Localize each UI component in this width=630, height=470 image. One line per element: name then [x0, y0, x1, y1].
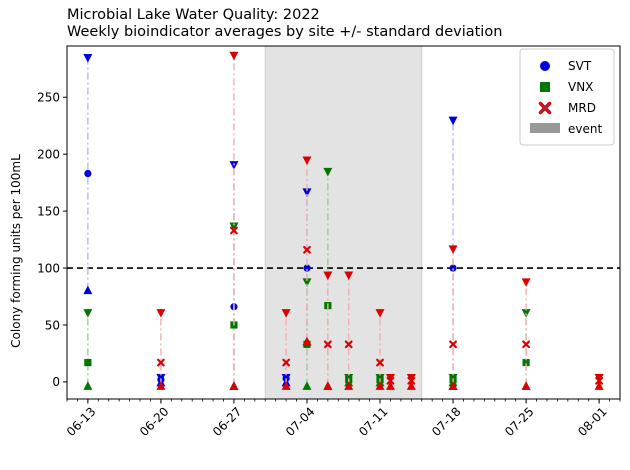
errorcap-low-vnx-2	[302, 381, 312, 390]
legend-label-mrd: MRD	[568, 101, 596, 115]
chart-subtitle: Weekly bioindicator averages by site +/-…	[67, 24, 503, 40]
x-tick-label-6: 07-25	[502, 404, 537, 439]
errorcap-low-mrd-4	[323, 381, 333, 390]
errorcap-low-vnx-0	[83, 381, 93, 390]
errorcap-low-mrd-7	[385, 381, 395, 390]
errorcap-high-mrd-3	[302, 156, 312, 166]
legend-marker-vnx	[540, 82, 550, 92]
plot-frame	[66, 45, 621, 400]
errorcap-high-mrd-7	[385, 374, 395, 383]
y-tick-label-4: 200	[37, 147, 60, 161]
errorcap-high-mrd-6	[375, 309, 385, 318]
errorcap-high-mrd-9	[448, 245, 458, 254]
errorcap-high-mrd-8	[406, 374, 416, 383]
point-mrd-6	[376, 358, 384, 367]
point-svt-5	[449, 264, 457, 272]
errorcap-low-mrd-10	[521, 381, 531, 390]
errorcap-high-mrd-4	[323, 271, 333, 281]
errorcap-high-vnx-3	[323, 167, 333, 177]
errorcap-low-mrd-0	[156, 381, 166, 390]
x-tick-label-3: 07-04	[283, 404, 318, 439]
errorcap-high-vnx-0	[83, 309, 93, 318]
errorcap-low-svt-0	[83, 285, 93, 295]
point-mrd-5	[344, 340, 353, 349]
point-mrd-2	[282, 358, 291, 367]
x-tick-label-0: 06-13	[64, 404, 99, 439]
legend-marker-mrd-edge	[540, 103, 550, 113]
errorcap-high-mrd-0	[156, 309, 166, 318]
y-tick-label-1: 50	[45, 318, 60, 332]
y-axis-label: Colony forming units per 100mL	[9, 154, 23, 348]
chart-title: Microbial Lake Water Quality: 2022	[67, 7, 320, 23]
point-mrd-4	[323, 340, 332, 349]
errorcap-high-mrd-1	[229, 51, 239, 61]
point-mrd-9	[449, 340, 457, 349]
x-tick-label-2: 06-27	[210, 404, 245, 439]
x-tick-label-1: 06-20	[137, 404, 172, 439]
y-tick-label-3: 150	[37, 204, 60, 218]
x-tick-label-5: 07-18	[429, 404, 464, 439]
errorcap-high-vnx-2	[302, 278, 312, 287]
point-mrd-3	[303, 245, 311, 254]
y-tick-label-2: 100	[37, 261, 60, 275]
plot-area	[67, 45, 620, 400]
errorcap-high-svt-4	[302, 188, 312, 197]
errorcap-low-mrd-5	[344, 381, 354, 390]
errorcap-high-vnx-1	[229, 222, 239, 232]
legend-frame	[519, 48, 615, 146]
point-mrd-10	[522, 340, 530, 349]
point-svt-4	[303, 264, 311, 272]
point-vnx-0	[84, 358, 92, 367]
errorcap-low-mrd-8	[406, 381, 416, 390]
errorcap-high-mrd-2	[281, 309, 291, 318]
legend: SVT VNX MRD event	[519, 48, 615, 146]
point-mrd-7	[386, 376, 395, 385]
point-mrd-8	[407, 376, 416, 385]
errorcap-low-mrd-9	[448, 381, 458, 390]
errorcap-high-svt-5	[448, 116, 458, 126]
errorcap-low-mrd-11	[594, 381, 604, 390]
point-vnx-7	[522, 358, 530, 367]
legend-label-svt: SVT	[568, 59, 592, 73]
errorcap-high-mrd-10	[521, 278, 531, 287]
point-mrd-11	[595, 376, 604, 385]
errorcap-low-mrd-3	[302, 336, 312, 346]
event-shading	[264, 45, 423, 400]
legend-label-vnx: VNX	[568, 80, 593, 94]
point-mrd-1	[230, 226, 238, 235]
errorcap-low-mrd-1	[229, 381, 239, 390]
errorcap-high-mrd-11	[594, 374, 604, 383]
chart-title-block: Microbial Lake Water Quality: 2022 Weekl…	[67, 7, 502, 41]
errorcap-low-mrd-6	[375, 381, 385, 390]
x-tick-label-4: 07-11	[356, 404, 391, 439]
legend-marker-event	[530, 123, 560, 133]
y-tick-label-0: 0	[52, 375, 60, 389]
legend-label-event: event	[568, 122, 602, 136]
errorcap-high-mrd-5	[344, 271, 354, 281]
point-svt-0	[84, 169, 92, 178]
errorcap-high-svt-0	[83, 54, 93, 63]
errorcap-low-mrd-2	[281, 381, 291, 390]
point-mrd-0	[157, 358, 165, 367]
x-tick-label-7: 08-01	[575, 404, 610, 439]
errorcap-high-svt-2	[229, 161, 239, 170]
legend-marker-svt	[540, 61, 550, 71]
y-tick-label-5: 250	[37, 91, 60, 105]
